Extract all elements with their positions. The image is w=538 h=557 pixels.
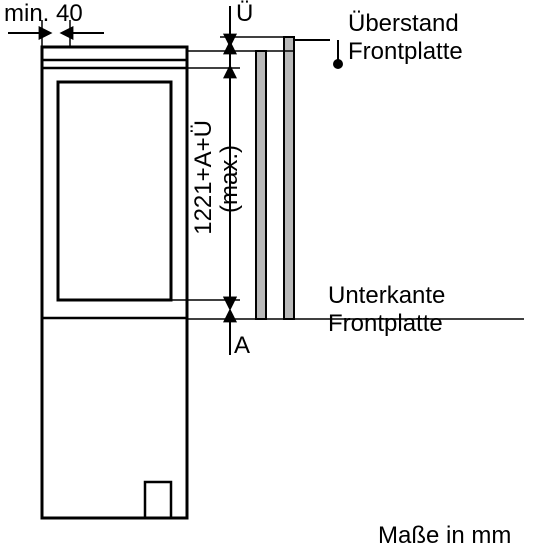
label-A: A [234,332,250,360]
front-panel-bar-2 [284,37,294,319]
label-units: Maße in mm [378,522,511,550]
outer-cabinet [42,47,187,518]
label-overhang-1: Überstand [348,10,459,38]
diagram-canvas [0,0,538,557]
label-overhang-2: Frontplatte [348,38,463,66]
label-lower-1: Unterkante [328,282,445,310]
label-height-formula: 1221+A+Ü [190,120,218,235]
front-panel-bar-1 [256,51,266,319]
inner-door [58,82,171,300]
label-lower-2: Frontplatte [328,310,443,338]
label-U: Ü [236,0,253,28]
bottom-notch [145,482,171,518]
label-min40: min. 40 [4,0,83,28]
label-height-max: (max.) [216,145,244,213]
